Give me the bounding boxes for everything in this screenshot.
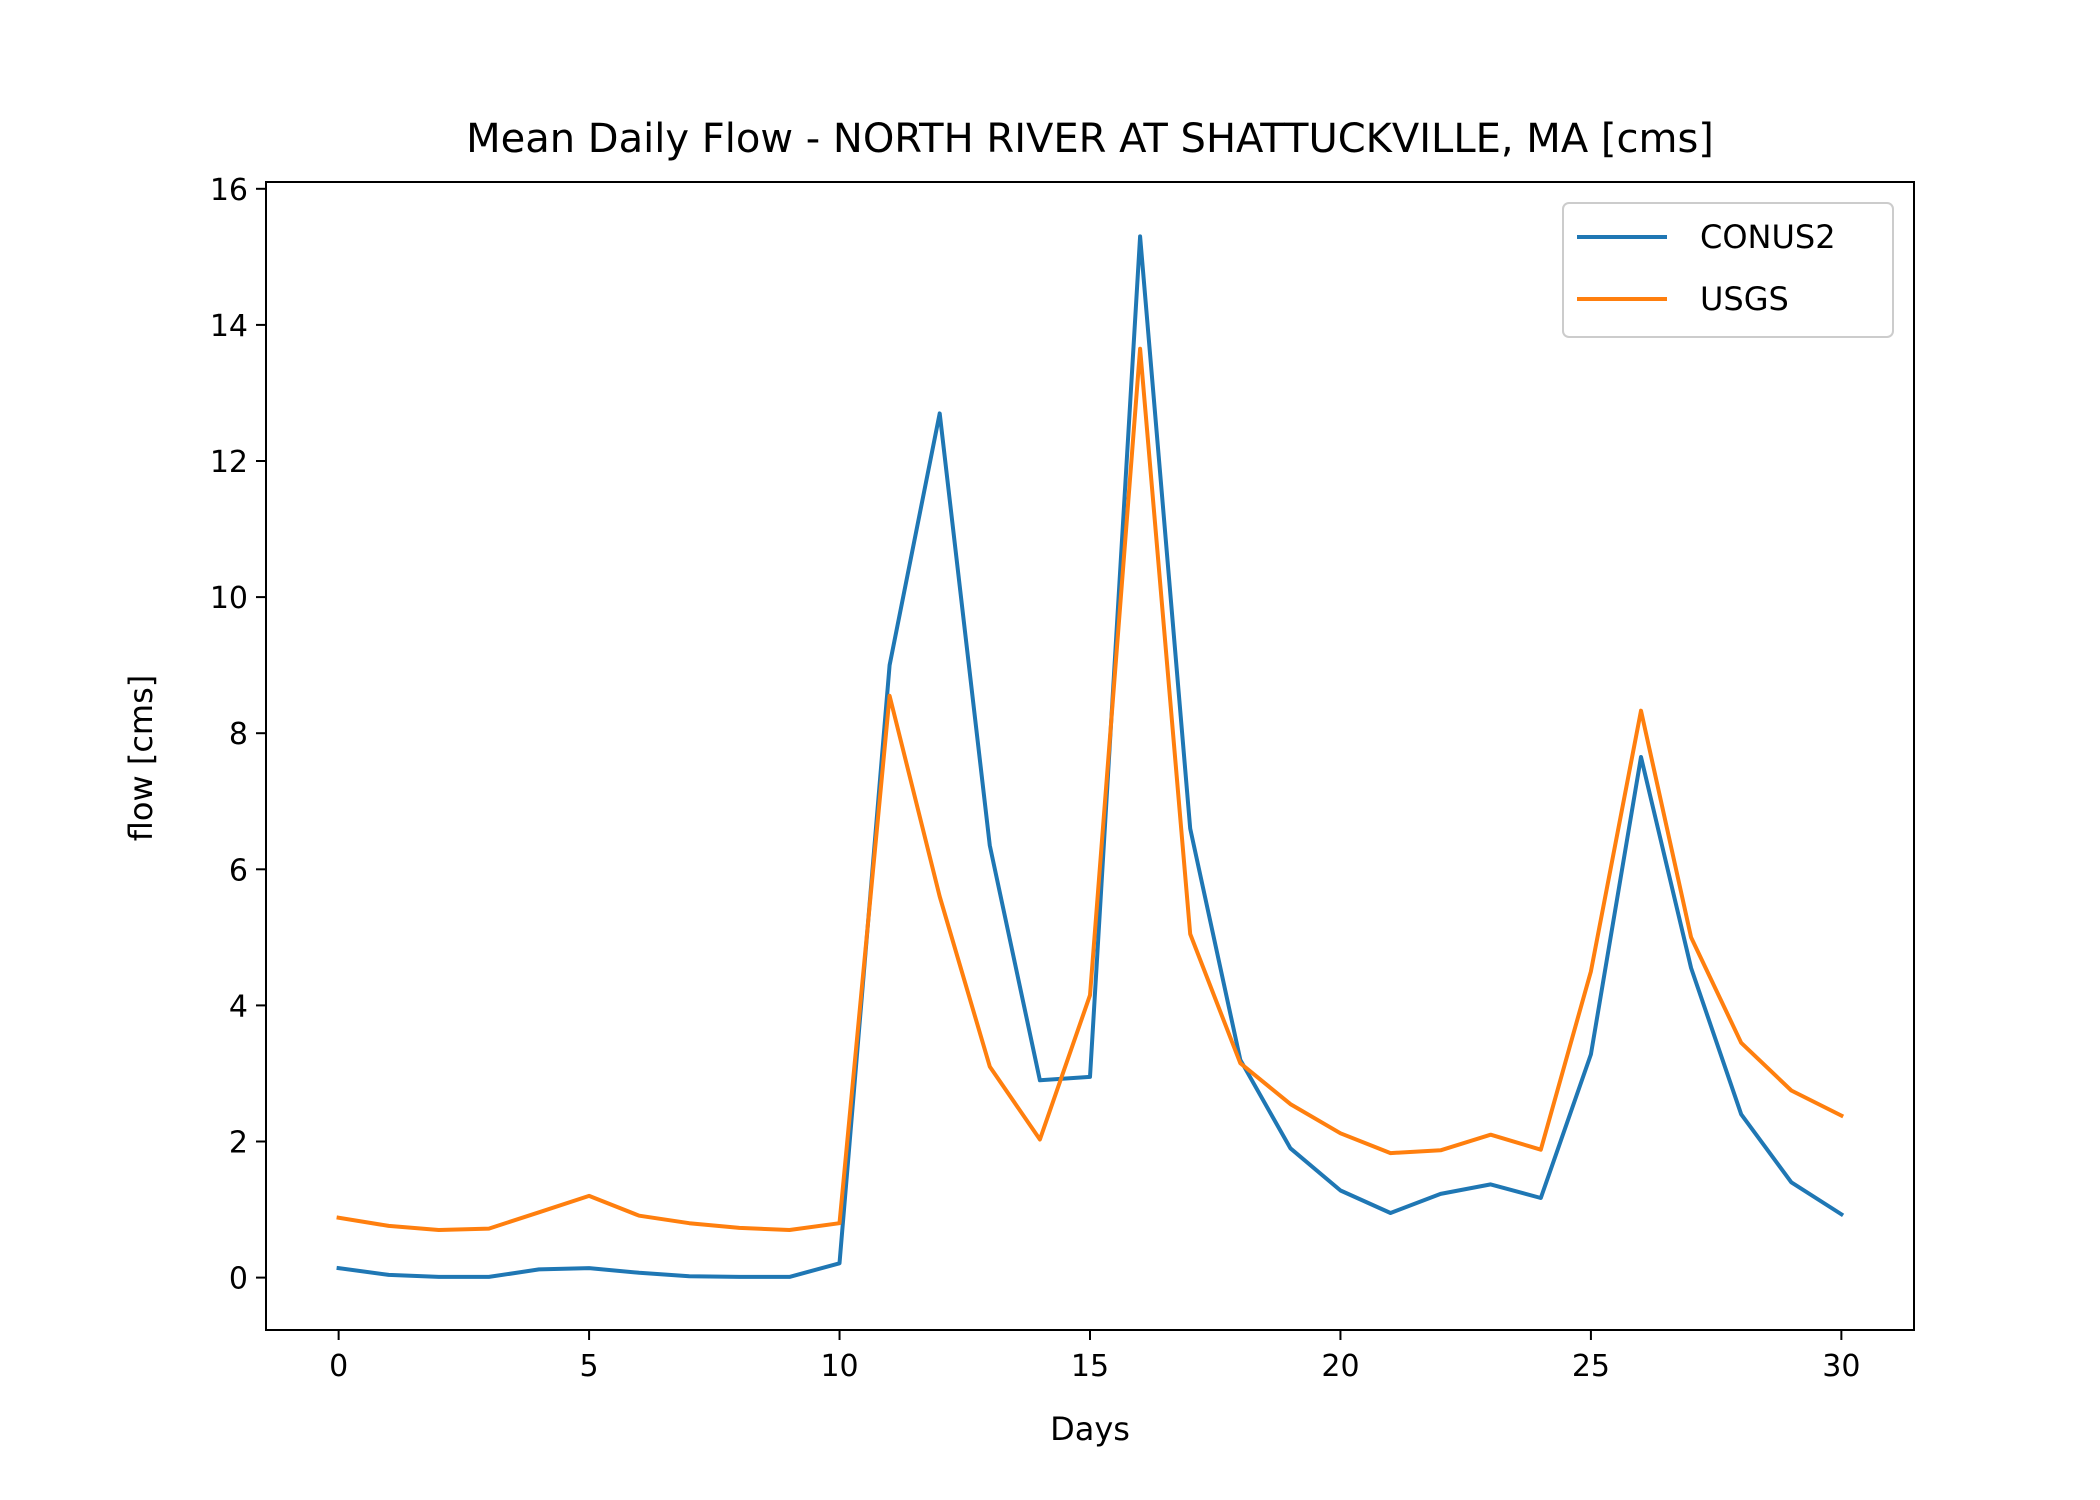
legend-label-usgs: USGS (1700, 280, 1789, 318)
y-tick-label: 4 (229, 989, 248, 1024)
x-tick-label: 25 (1572, 1349, 1610, 1384)
y-tick-label: 10 (210, 581, 248, 616)
x-tick-label: 20 (1321, 1349, 1359, 1384)
y-tick-label: 2 (229, 1126, 248, 1161)
x-tick-label: 30 (1822, 1349, 1860, 1384)
x-tick-label: 10 (820, 1349, 858, 1384)
x-tick-label: 15 (1071, 1349, 1109, 1384)
x-tick-label: 0 (329, 1349, 348, 1384)
plot-area-frame (265, 181, 1915, 1331)
y-tick-label: 0 (229, 1262, 248, 1297)
legend-label-conus2: CONUS2 (1700, 218, 1836, 256)
axis-ticks: 0 5 10 15 20 25 30 0 2 4 6 8 10 12 14 16 (210, 173, 1861, 1384)
y-tick-label: 6 (229, 853, 248, 888)
legend: CONUS2 USGS (1562, 202, 1894, 338)
series-lines (336, 234, 1845, 1279)
x-axis-label: Days (1050, 1410, 1130, 1448)
y-tick-label: 14 (210, 309, 248, 344)
y-tick-label: 16 (210, 173, 248, 208)
y-axis-label: flow [cms] (122, 675, 160, 841)
series-line-usgs (336, 346, 1845, 1232)
y-tick-label: 8 (229, 717, 248, 752)
chart-title: Mean Daily Flow - NORTH RIVER AT SHATTUC… (466, 116, 1714, 162)
x-tick-label: 5 (580, 1349, 599, 1384)
series-line-conus2 (336, 234, 1845, 1279)
y-tick-label: 12 (210, 445, 248, 480)
